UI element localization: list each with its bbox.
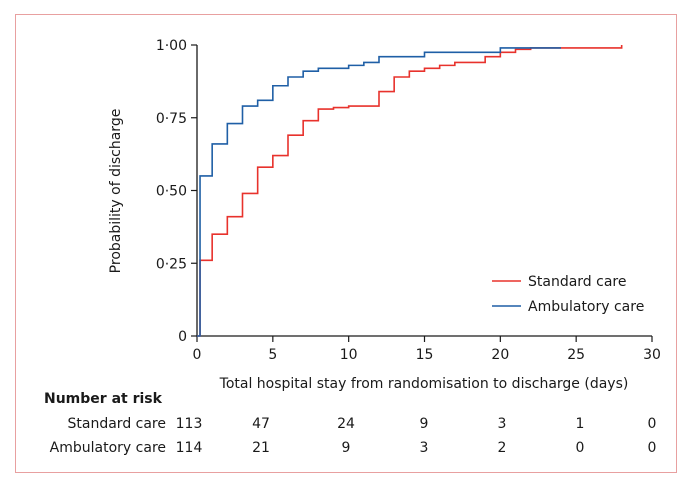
legend-label-ambulatory: Ambulatory care <box>528 299 644 315</box>
x-tick-label: 25 <box>567 347 585 363</box>
x-tick-label: 10 <box>340 347 358 363</box>
risk-numbers: 113 47 24 9 3 1 0 114 21 9 3 2 0 0 <box>176 416 657 456</box>
risk-count: 21 <box>252 440 270 456</box>
risk-count: 9 <box>342 440 351 456</box>
axes <box>196 45 652 337</box>
y-tick-label: 0·25 <box>156 256 187 272</box>
risk-count: 1 <box>576 416 585 432</box>
risk-count: 0 <box>576 440 585 456</box>
series-line-standard <box>197 45 623 337</box>
risk-count: 24 <box>337 416 355 432</box>
risk-count: 114 <box>176 440 203 456</box>
x-tick-label: 5 <box>268 347 277 363</box>
risk-count: 2 <box>498 440 507 456</box>
y-axis-title: Probability of discharge <box>108 109 124 274</box>
y-ticks: 0 0·25 0·50 0·75 1·00 <box>156 38 197 345</box>
y-tick-label: 1·00 <box>156 38 187 54</box>
y-tick-label: 0·50 <box>156 184 187 200</box>
risk-count: 47 <box>252 416 270 432</box>
risk-count: 0 <box>648 416 657 432</box>
risk-count: 113 <box>176 416 203 432</box>
x-tick-label: 20 <box>491 347 509 363</box>
risk-count: 0 <box>648 440 657 456</box>
x-tick-label: 0 <box>193 347 202 363</box>
series-line-ambulatory <box>197 47 561 337</box>
risk-table: Number at risk Standard care Ambulatory … <box>44 391 656 456</box>
x-tick-label: 15 <box>416 347 434 363</box>
risk-table-title: Number at risk <box>44 391 163 407</box>
y-tick-label: 0·75 <box>156 111 187 127</box>
x-ticks: 0 5 10 15 20 25 30 <box>193 336 661 363</box>
risk-count: 9 <box>420 416 429 432</box>
risk-count: 3 <box>498 416 507 432</box>
x-tick-label: 30 <box>643 347 661 363</box>
x-axis-title: Total hospital stay from randomisation t… <box>219 376 629 392</box>
y-tick-label: 0 <box>178 329 187 345</box>
risk-count: 3 <box>420 440 429 456</box>
legend: Standard care Ambulatory care <box>492 274 644 315</box>
risk-row-label-ambulatory: Ambulatory care <box>50 440 166 456</box>
legend-label-standard: Standard care <box>528 274 626 290</box>
figure-frame <box>15 14 677 473</box>
risk-row-label-standard: Standard care <box>68 416 166 432</box>
series-lines <box>197 45 623 337</box>
